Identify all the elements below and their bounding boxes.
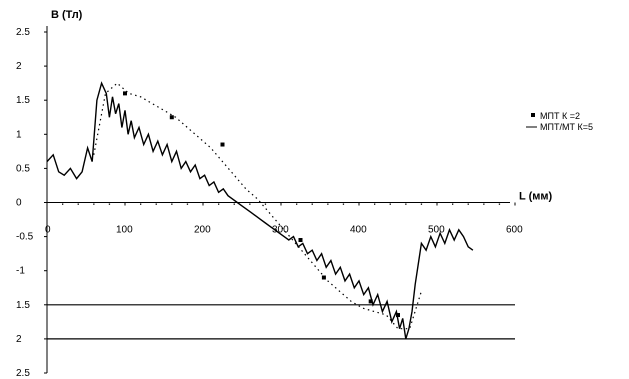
series-1-marker [368,299,373,304]
x-minor-tick [218,203,220,205]
x-minor-tick [405,203,407,205]
y-tick-label: 0.5 [16,163,30,174]
x-minor-tick [389,203,391,205]
y-tick-label: -0.5 [16,232,34,243]
series-1-marker [123,91,127,96]
y-axis-title: B (Тл) [51,9,83,21]
x-minor-tick [140,203,142,205]
y-ticks: 2.5 2 1.5 1 0.5 0 -0.5 -1 1.5 2 2.5 [16,27,47,379]
x-tick-label: 300 [272,225,289,236]
x-minor-tick [186,203,189,205]
x-minor-tick [62,203,64,205]
y-tick-label: 0 [16,198,22,209]
x-minor-tick [374,203,376,205]
x-minor-tick [155,203,157,205]
y-tick-label: 2.5 [16,27,30,38]
x-minor-tick [108,203,111,205]
x-ticks: 0 100 200 300 400 500 600 [45,202,523,236]
series-1-marker [298,238,303,243]
legend-label-series-2: МПТ/МТ К=5 [540,122,593,132]
axes-layer [46,26,510,373]
y-tick-label: 2 [16,334,22,345]
x-tick-label: 200 [194,225,211,236]
x-minor-tick [420,203,423,205]
x-minor-tick [171,203,173,205]
series-1-marker [220,142,225,147]
x-minor-tick [296,203,298,205]
x-tick-label: 600 [506,225,523,236]
series-1-marker [169,115,174,120]
x-minor-tick [342,203,345,205]
y-tick-label: 1.5 [16,95,30,106]
x-tick-label: 500 [428,225,445,236]
x-minor-tick [77,203,79,205]
x-tick-label: 100 [116,225,133,236]
x-minor-tick [467,203,469,205]
series-layer [46,81,474,340]
x-tick-label: 0 [45,225,51,236]
x-minor-tick [327,203,329,205]
reference-lines [47,304,515,340]
series-1-line [93,82,422,330]
x-minor-tick [249,203,251,205]
x-axis-title: L (мм) [519,191,553,203]
series-1-marker [321,275,326,280]
legend: МПТ К =2 МПТ/МТ К=5 [526,111,593,132]
y-tick-label: -1 [16,266,25,277]
x-minor-tick [452,203,454,205]
y-tick-label: 1 [16,129,22,140]
x-minor-tick [483,203,485,205]
x-minor-tick [264,203,267,205]
y-tick-label: 1.5 [16,300,30,311]
x-tick-label: 400 [350,225,367,236]
legend-marker-square [531,113,535,117]
series-2-line [46,81,474,340]
x-minor-tick [498,203,501,205]
y-tick-label: 2.5 [16,368,30,379]
x-minor-tick [233,203,235,205]
y-tick-label: 2 [16,61,22,72]
x-minor-tick [93,203,95,205]
legend-label-series-1: МПТ К =2 [540,111,580,121]
series-1-marker [396,313,400,318]
x-minor-tick [311,203,313,205]
